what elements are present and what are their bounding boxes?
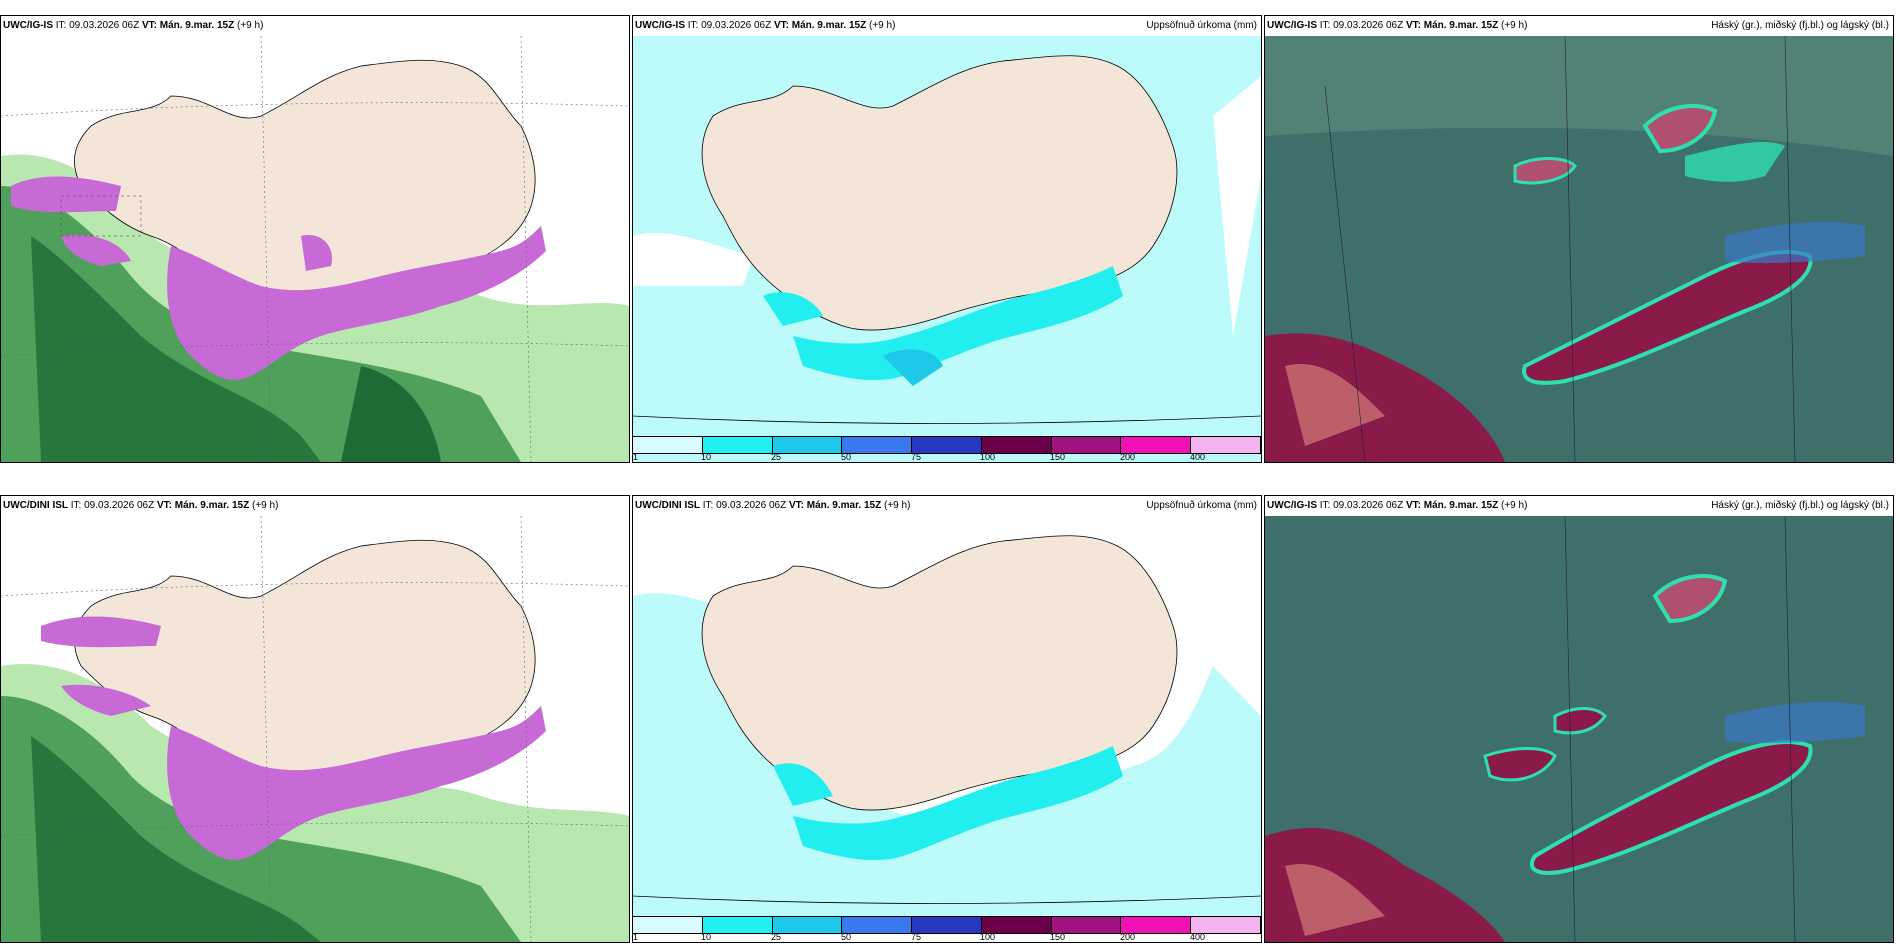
legend-swatch [981,917,1052,933]
model-name: UWC/IG-IS [1267,500,1317,511]
legend-tick: 150 [1050,452,1066,462]
legend-tick: 75 [911,452,922,462]
init-time: IT: 09.03.2026 06Z [702,500,787,511]
cloud-map [1265,36,1893,462]
panel-wind-dini: UWC/DINI ISL IT: 09.03.2026 06Z VT: Mán.… [0,495,630,943]
wind-precip-map [1,516,629,942]
legend-tick: 1 [633,452,639,462]
panel-header: UWC/IG-IS IT: 09.03.2026 06Z VT: Mán. 9.… [1265,16,1893,36]
legend-tick: 100 [980,452,996,462]
legend-swatch [1121,917,1192,933]
legend-swatch [912,917,982,933]
legend-swatch [1191,917,1261,933]
panel-header: UWC/IG-IS IT: 09.03.2026 06Z VT: Mán. 9.… [1,16,629,36]
legend-swatch [1051,437,1122,453]
legend-tick: 150 [1050,932,1066,942]
legend-swatch [1191,437,1261,453]
panel-header: UWC/IG-IS IT: 09.03.2026 06Z VT: Mán. 9.… [633,16,1261,36]
valid-time: VT: Mán. 9.mar. 15Z [1405,500,1499,511]
valid-time: VT: Mán. 9.mar. 15Z [1405,20,1499,31]
panel-precip-igis: UWC/IG-IS IT: 09.03.2026 06Z VT: Mán. 9.… [632,15,1262,463]
legend-swatch [772,917,843,933]
legend-swatch [912,437,982,453]
legend-swatch [1121,437,1192,453]
model-name: UWC/DINI ISL [635,500,700,511]
lead-time: (+9 h) [252,500,279,511]
legend-tick: 200 [1120,932,1136,942]
legend-swatch [981,437,1052,453]
model-name: UWC/IG-IS [635,20,685,31]
panel-clouds-dini: UWC/IG-IS IT: 09.03.2026 06Z VT: Mán. 9.… [1264,495,1894,943]
panel-header: UWC/IG-IS IT: 09.03.2026 06Z VT: Mán. 9.… [1265,496,1893,516]
panel-clouds-igis: UWC/IG-IS IT: 09.03.2026 06Z VT: Mán. 9.… [1264,15,1894,463]
panel-precip-dini: UWC/DINI ISL IT: 09.03.2026 06Z VT: Mán.… [632,495,1262,943]
panel-header: UWC/DINI ISL IT: 09.03.2026 06Z VT: Mán.… [633,496,1261,516]
valid-time: VT: Mán. 9.mar. 15Z [156,500,250,511]
wind-precip-map [1,36,629,462]
legend-swatch [702,437,773,453]
legend-tick: 50 [841,932,852,942]
panel-title: Uppsöfnuð úrkoma (mm) [1146,20,1257,31]
legend-tick: 400 [1190,452,1206,462]
legend-tick: 100 [980,932,996,942]
model-name: UWC/DINI ISL [3,500,68,511]
legend-tick: 1 [633,932,639,942]
lead-time: (+9 h) [237,20,264,31]
legend-tick: 10 [701,452,712,462]
valid-time: VT: Mán. 9.mar. 15Z [141,20,235,31]
init-time: IT: 09.03.2026 06Z [70,500,155,511]
precip-map [633,36,1261,462]
precip-legend: 1 10 25 50 75 100 150 200 400 [633,436,1261,462]
cloud-map [1265,516,1893,942]
model-name: UWC/IG-IS [1267,20,1317,31]
precip-map [633,516,1261,942]
init-time: IT: 09.03.2026 06Z [687,20,772,31]
lead-time: (+9 h) [884,500,911,511]
legend-swatch [842,917,913,933]
init-time: IT: 09.03.2026 06Z [1319,20,1404,31]
legend-swatch [772,437,843,453]
lead-time: (+9 h) [869,20,896,31]
legend-tick: 200 [1120,452,1136,462]
init-time: IT: 09.03.2026 06Z [55,20,140,31]
lead-time: (+9 h) [1501,20,1528,31]
valid-time: VT: Mán. 9.mar. 15Z [788,500,882,511]
panel-wind-igis: UWC/IG-IS IT: 09.03.2026 06Z VT: Mán. 9.… [0,15,630,463]
valid-time: VT: Mán. 9.mar. 15Z [773,20,867,31]
legend-tick: 400 [1190,932,1206,942]
legend-tick: 50 [841,452,852,462]
init-time: IT: 09.03.2026 06Z [1319,500,1404,511]
legend-swatch [633,917,703,933]
model-name: UWC/IG-IS [3,20,53,31]
panel-title: Uppsöfnuð úrkoma (mm) [1146,500,1257,511]
panel-title: Háský (gr.), miðský (fj.bl.) og lágský (… [1711,20,1889,31]
panel-header: UWC/DINI ISL IT: 09.03.2026 06Z VT: Mán.… [1,496,629,516]
legend-tick: 25 [771,452,782,462]
precip-legend: 1 10 25 50 75 100 150 200 400 [633,916,1261,942]
legend-swatch [842,437,913,453]
legend-swatch [1051,917,1122,933]
legend-swatch [633,437,703,453]
legend-tick: 10 [701,932,712,942]
legend-tick: 75 [911,932,922,942]
panel-title: Háský (gr.), miðský (fj.bl.) og lágský (… [1711,500,1889,511]
legend-tick: 25 [771,932,782,942]
lead-time: (+9 h) [1501,500,1528,511]
legend-swatch [702,917,773,933]
